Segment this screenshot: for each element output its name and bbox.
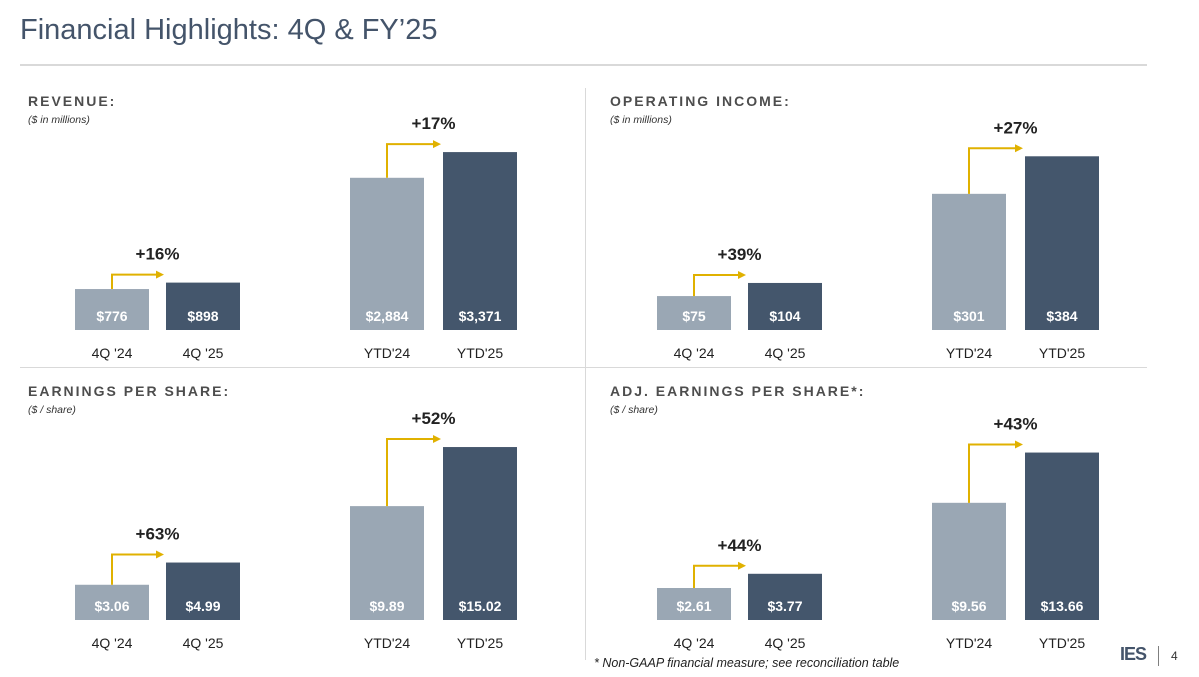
growth-percent-label: +63% [136, 525, 180, 544]
category-tick-label: YTD'24 [946, 345, 992, 361]
growth-percent-label: +52% [412, 409, 456, 428]
growth-percent-label: +17% [412, 114, 456, 133]
bar-value-label: $15.02 [459, 598, 502, 614]
growth-arrow [968, 147, 1016, 194]
category-tick-label: 4Q '25 [765, 345, 806, 361]
category-tick-label: YTD'24 [364, 635, 410, 651]
bar-4q-25 [166, 562, 240, 620]
bar-4q-24 [75, 584, 149, 620]
category-tick-label: YTD'25 [1039, 635, 1085, 651]
revenue-chart-panel: REVENUE: ($ in millions) $776 4Q '24 $898 4… [20, 90, 580, 380]
growth-percent-label: +39% [718, 245, 762, 264]
bar-ytd-24 [350, 177, 424, 330]
page-title: Financial Highlights: 4Q & FY’25 [20, 14, 438, 46]
category-tick-label: YTD'25 [1039, 345, 1085, 361]
growth-arrow-head [433, 435, 441, 444]
bar-value-label: $104 [769, 308, 800, 324]
company-logo: IES [1120, 644, 1147, 664]
category-tick-label: 4Q '25 [183, 635, 224, 651]
category-tick-label: YTD'24 [946, 635, 992, 651]
bar-value-label: $2,884 [366, 308, 409, 324]
chart-subtitle: ($ in millions) [610, 114, 672, 126]
bar-ytd-25 [1025, 156, 1099, 330]
category-tick-label: 4Q '24 [92, 345, 133, 361]
chart-title: OPERATING INCOME: [610, 93, 791, 109]
bar-value-label: $4.99 [185, 598, 220, 614]
vertical-divider [585, 88, 586, 660]
growth-arrow [693, 564, 739, 589]
bar-value-label: $3.06 [94, 598, 129, 614]
growth-arrow [111, 553, 157, 585]
category-tick-label: 4Q '24 [674, 345, 715, 361]
bar-ytd-25 [443, 152, 517, 330]
growth-percent-label: +16% [136, 245, 180, 264]
growth-arrow-head [1015, 144, 1023, 153]
growth-percent-label: +44% [718, 536, 762, 555]
bar-value-label: $776 [96, 308, 127, 324]
bar-value-label: $13.66 [1041, 598, 1084, 614]
bar-value-label: $384 [1046, 308, 1077, 324]
bar-ytd-24 [350, 506, 424, 620]
chart-subtitle: ($ / share) [28, 404, 76, 416]
category-tick-label: 4Q '25 [765, 635, 806, 651]
bar-4q-24 [657, 296, 731, 330]
category-tick-label: 4Q '25 [183, 345, 224, 361]
chart-title: EARNINGS PER SHARE: [28, 383, 231, 399]
bar-4q-24 [657, 588, 731, 620]
growth-arrow [386, 438, 434, 507]
bar-ytd-25 [443, 447, 517, 620]
growth-arrow-head [1015, 440, 1023, 449]
bar-value-label: $3.77 [767, 598, 802, 614]
bar-value-label: $9.56 [951, 598, 986, 614]
logo-separator [1158, 646, 1159, 666]
growth-arrow-head [156, 270, 164, 279]
category-tick-label: 4Q '24 [674, 635, 715, 651]
growth-arrow [968, 443, 1016, 503]
bar-value-label: $2.61 [676, 598, 711, 614]
adj-eps-chart-panel: ADJ. EARNINGS PER SHARE*: ($ / share) $2… [602, 380, 1162, 670]
category-tick-label: 4Q '24 [92, 635, 133, 651]
bar-value-label: $301 [953, 308, 984, 324]
growth-percent-label: +27% [994, 118, 1038, 137]
revenue-bar-chart: $776 4Q '24 $898 4Q '25 $2,884 YTD'24 $3,371 YT… [75, 114, 517, 361]
title-divider [20, 64, 1147, 66]
chart-subtitle: ($ / share) [610, 404, 658, 416]
horizontal-divider [20, 367, 1147, 368]
chart-title: ADJ. EARNINGS PER SHARE*: [610, 383, 866, 399]
category-tick-label: YTD'25 [457, 635, 503, 651]
chart-subtitle: ($ in millions) [28, 114, 90, 126]
bar-4q-25 [166, 282, 240, 330]
eps-chart-panel: EARNINGS PER SHARE: ($ / share) $3.06 4Q … [20, 380, 580, 670]
bar-ytd-24 [932, 193, 1006, 330]
growth-arrow [111, 273, 157, 290]
bar-value-label: $898 [187, 308, 218, 324]
operating-income-chart-panel: OPERATING INCOME: ($ in millions) $75 4Q … [602, 90, 1162, 380]
eps-bar-chart: $3.06 4Q '24 $4.99 4Q '25 $9.89 YTD'24 $15.02 Y… [75, 409, 517, 651]
growth-arrow-head [156, 550, 164, 559]
adj-eps-bar-chart: $2.61 4Q '24 $3.77 4Q '25 $9.56 YTD'24 $13.66 Y… [657, 415, 1099, 651]
growth-arrow-head [738, 270, 746, 279]
page-number: 4 [1171, 649, 1178, 663]
bar-ytd-25 [1025, 452, 1099, 620]
operating-income-bar-chart: $75 4Q '24 $104 4Q '25 $301 YTD'24 $384 YTD'25 +… [657, 118, 1099, 361]
bar-4q-25 [748, 282, 822, 330]
chart-title: REVENUE: [28, 93, 117, 109]
growth-arrow [386, 143, 434, 178]
growth-arrow [693, 273, 739, 297]
bar-4q-25 [748, 573, 822, 620]
bar-value-label: $3,371 [459, 308, 502, 324]
footnote: * Non-GAAP financial measure; see reconc… [594, 656, 900, 670]
bar-value-label: $9.89 [369, 598, 404, 614]
growth-arrow-head [738, 561, 746, 570]
bar-4q-24 [75, 289, 149, 330]
growth-percent-label: +43% [994, 415, 1038, 434]
growth-arrow-head [433, 140, 441, 149]
category-tick-label: YTD'25 [457, 345, 503, 361]
bar-value-label: $75 [682, 308, 706, 324]
category-tick-label: YTD'24 [364, 345, 410, 361]
bar-ytd-24 [932, 502, 1006, 620]
